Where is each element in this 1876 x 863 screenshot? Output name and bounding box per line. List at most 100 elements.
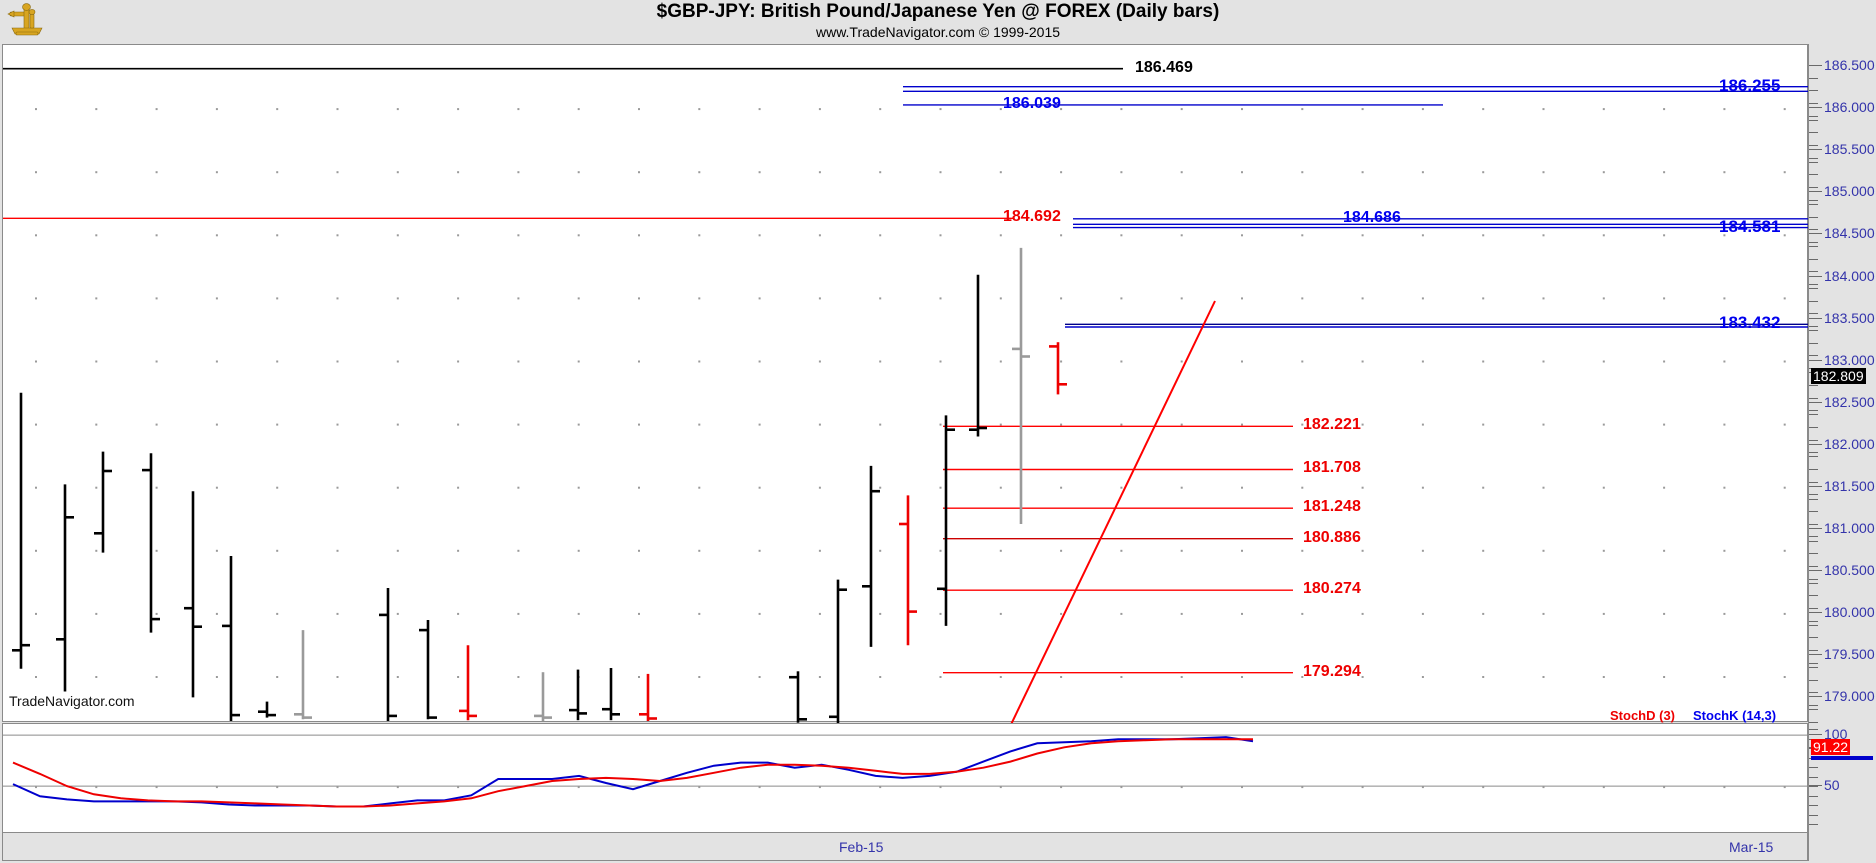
- grid-dot: [1060, 108, 1063, 111]
- grid-dot: [1241, 676, 1243, 678]
- price-chart-panel[interactable]: TradeNavigator.com 186.469 186.255 186.039…: [2, 44, 1809, 767]
- grid-dot: [1361, 549, 1364, 552]
- grid-dot: [517, 171, 520, 174]
- grid-dot: [95, 549, 98, 552]
- grid-dot: [939, 786, 942, 789]
- grid-dot: [276, 108, 279, 111]
- grid-dot: [457, 360, 460, 363]
- grid-dot: [1120, 676, 1123, 678]
- price-axis-label-9: 182.000: [1824, 435, 1875, 452]
- grid-dot: [999, 676, 1002, 678]
- grid-dot: [939, 171, 942, 174]
- grid-dot: [95, 234, 98, 237]
- grid-dot: [939, 549, 942, 552]
- axis-tick: [1809, 384, 1818, 386]
- level-180-274: 180.274: [1303, 580, 1361, 598]
- grid-dot: [1120, 360, 1123, 363]
- grid-dot: [396, 171, 399, 174]
- grid-dot: [698, 108, 701, 111]
- grid-dot: [1663, 486, 1666, 489]
- price-axis-label-1: 186.000: [1824, 99, 1875, 116]
- axis-tick: [1809, 824, 1818, 825]
- stochd-legend: StochD (3): [1610, 708, 1675, 723]
- grid-dot: [1421, 108, 1424, 111]
- grid-dot: [1602, 612, 1605, 615]
- grid-dot: [1723, 549, 1726, 552]
- grid-dot: [758, 360, 761, 363]
- grid-dot: [276, 171, 279, 174]
- date-label-feb: Feb-15: [839, 839, 884, 855]
- stochastic-panel[interactable]: StochD (3) StochK (14,3): [2, 708, 1808, 833]
- grid-dot: [1783, 234, 1786, 237]
- price-axis-label-11: 181.000: [1824, 520, 1875, 537]
- grid-dot: [215, 423, 218, 426]
- grid-dot: [336, 171, 339, 174]
- price-axis-label-4: 184.500: [1824, 225, 1875, 242]
- grid-dot: [155, 486, 158, 489]
- grid-dot: [155, 676, 158, 678]
- grid-dot: [1241, 171, 1243, 174]
- axis-tick: [1809, 654, 1822, 656]
- grid-dot: [1361, 297, 1364, 300]
- axis-tick: [1809, 258, 1818, 260]
- grid-dot: [1301, 612, 1304, 615]
- grid-dot: [1180, 297, 1183, 300]
- grid-dot: [457, 234, 460, 237]
- level-184-692: 184.692: [1003, 208, 1061, 226]
- grid-dot: [336, 297, 339, 300]
- grid-dot: [1361, 171, 1364, 174]
- grid-dot: [95, 786, 98, 789]
- axis-tick: [1809, 553, 1818, 555]
- grid-dot: [35, 234, 37, 237]
- axis-tick: [1809, 161, 1818, 163]
- grid-dot: [758, 423, 761, 426]
- level-186-469: 186.469: [1135, 58, 1193, 76]
- price-axis-label-14: 179.500: [1824, 646, 1875, 663]
- grid-dot: [1482, 297, 1485, 300]
- axis-tick: [1809, 612, 1822, 614]
- price-axis-label-13: 180.000: [1824, 604, 1875, 621]
- grid-dot: [1723, 676, 1726, 678]
- axis-tick: [1809, 666, 1818, 668]
- price-axis-label-0: 186.500: [1824, 57, 1875, 74]
- axis-tick: [1809, 191, 1822, 193]
- grid-dot: [457, 549, 460, 552]
- axis-tick: [1809, 729, 1818, 730]
- axis-tick: [1809, 288, 1818, 290]
- level-186-255: 186.255: [1719, 75, 1781, 95]
- grid-dot: [1241, 786, 1243, 789]
- grid-dot: [1120, 171, 1123, 174]
- grid-dot: [1421, 612, 1424, 615]
- grid-dot: [1783, 423, 1786, 426]
- axis-tick: [1809, 696, 1822, 698]
- grid-dot: [939, 612, 942, 615]
- grid-dot: [1602, 171, 1605, 174]
- price-axis[interactable]: 186.500 186.000 185.500 185.000 184.500 184.0…: [1808, 44, 1876, 861]
- grid-dot: [1421, 549, 1424, 552]
- grid-dot: [35, 171, 37, 174]
- grid-dot: [215, 234, 218, 237]
- grid-dot: [95, 360, 98, 363]
- grid-dot: [577, 612, 580, 615]
- grid-dot: [1060, 786, 1063, 789]
- grid-dot: [939, 486, 942, 489]
- grid-dot: [1361, 360, 1364, 363]
- grid-dot: [95, 676, 98, 678]
- grid-dot: [1663, 423, 1666, 426]
- grid-dot: [1180, 549, 1183, 552]
- grid-dot: [1482, 486, 1485, 489]
- axis-tick: [1809, 452, 1818, 454]
- stochd-line: [12, 738, 1253, 808]
- axis-tick: [1809, 795, 1818, 797]
- grid-dot: [1361, 676, 1364, 678]
- axis-tick: [1809, 355, 1818, 357]
- grid-dot: [517, 234, 520, 237]
- grid-dot: [638, 234, 640, 237]
- grid-dot: [1542, 612, 1545, 615]
- grid-dot: [457, 171, 460, 174]
- grid-dot: [879, 108, 882, 111]
- grid-dot: [517, 549, 520, 552]
- grid-dot: [577, 786, 580, 789]
- grid-dot: [457, 612, 460, 615]
